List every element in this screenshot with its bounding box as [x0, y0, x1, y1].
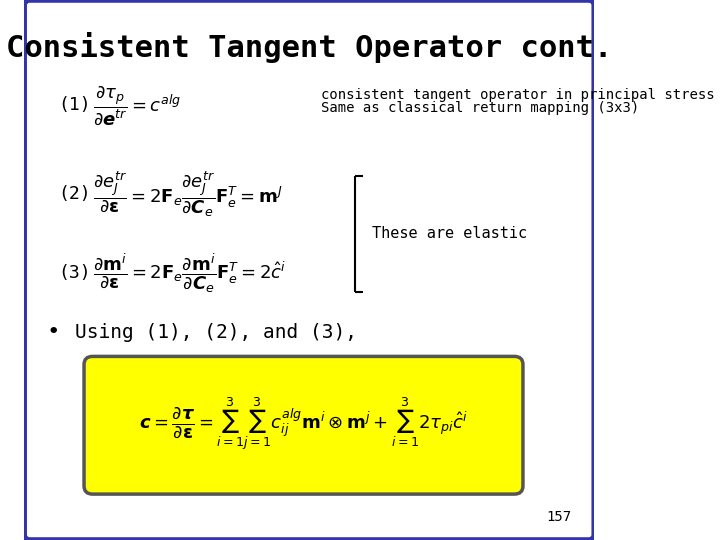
Text: (3): (3) [58, 264, 91, 282]
FancyBboxPatch shape [84, 356, 523, 494]
Text: Consistent Tangent Operator cont.: Consistent Tangent Operator cont. [6, 32, 613, 63]
Text: $\dfrac{\partial \tau_p}{\partial \boldsymbol{e}^{tr}} = c^{alg}$: $\dfrac{\partial \tau_p}{\partial \bolds… [93, 84, 181, 127]
Text: Using (1), (2), and (3),: Using (1), (2), and (3), [76, 322, 358, 342]
Text: These are elastic: These are elastic [372, 226, 527, 241]
Text: $\dfrac{\partial \mathbf{m}^i}{\partial \boldsymbol{\varepsilon}} = 2\mathbf{F}_: $\dfrac{\partial \mathbf{m}^i}{\partial … [93, 251, 286, 295]
Text: 157: 157 [546, 510, 572, 524]
Text: consistent tangent operator in principal stress: consistent tangent operator in principal… [320, 87, 714, 102]
Text: $\dfrac{\partial e_J^{tr}}{\partial \boldsymbol{\varepsilon}} = 2\mathbf{F}_e \d: $\dfrac{\partial e_J^{tr}}{\partial \bol… [93, 170, 282, 219]
FancyBboxPatch shape [24, 0, 594, 540]
Text: $\boldsymbol{c} = \dfrac{\partial \boldsymbol{\tau}}{\partial \boldsymbol{\varep: $\boldsymbol{c} = \dfrac{\partial \bolds… [139, 395, 468, 453]
Text: (2): (2) [58, 185, 91, 204]
Text: (1): (1) [58, 96, 91, 114]
Text: Same as classical return mapping (3x3): Same as classical return mapping (3x3) [320, 101, 639, 115]
Text: •: • [47, 322, 60, 342]
